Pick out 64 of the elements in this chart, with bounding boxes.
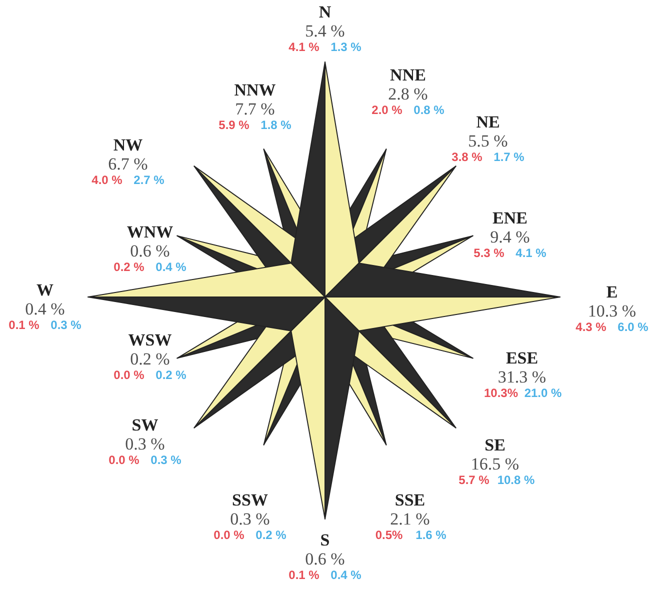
data-label: 0.3 % xyxy=(230,510,270,528)
data-label: 0.3 % xyxy=(150,453,182,467)
data-label: 3.8 % xyxy=(452,150,483,164)
data-label: 0.2 % xyxy=(114,260,145,274)
data-label: 0.1 % xyxy=(8,318,40,332)
data-label: 0.0 % xyxy=(214,528,245,542)
category-label: NE xyxy=(476,112,500,132)
data-label: 31.3 % xyxy=(498,368,546,386)
category-label: NNE xyxy=(390,66,426,84)
data-label: 10.3 % xyxy=(588,302,636,320)
data-label: 0.1 % xyxy=(288,568,320,582)
category-label: NW xyxy=(113,136,143,154)
data-label: 10.3% xyxy=(484,386,518,400)
category-label: S xyxy=(320,530,330,550)
data-label: 0.4 % xyxy=(25,300,65,318)
data-label: 9.4 % xyxy=(490,228,530,246)
data-label: 0.3 % xyxy=(125,434,165,454)
category-label: W xyxy=(36,280,54,300)
data-label: 0.6 % xyxy=(305,550,345,568)
category-label: SW xyxy=(132,416,158,434)
category-label: N xyxy=(318,2,332,22)
category-label: WSW xyxy=(128,330,172,350)
data-label: 0.0 % xyxy=(108,453,140,467)
category-label: SSW xyxy=(232,490,268,510)
data-label: 4.1 % xyxy=(516,246,547,260)
data-label: 2.0 % xyxy=(372,103,403,117)
data-label: 6.0 % xyxy=(618,320,649,334)
category-label: SE xyxy=(484,436,506,454)
data-label: 4.1 % xyxy=(288,40,320,54)
data-label: 5.7 % xyxy=(458,473,490,487)
data-label: 21.0 % xyxy=(524,386,562,400)
data-label: 7.7 % xyxy=(235,100,275,118)
data-label: 1.8 % xyxy=(260,118,292,132)
category-label: NNW xyxy=(234,80,276,100)
data-label: 1.3 % xyxy=(330,40,362,54)
data-label: 0.8 % xyxy=(414,103,445,117)
data-label: 0.4 % xyxy=(156,260,187,274)
category-label: E xyxy=(606,282,618,302)
data-label: 0.0 % xyxy=(114,368,145,382)
data-label: 0.3 % xyxy=(50,318,82,332)
data-label: 5.9 % xyxy=(218,118,250,132)
data-label: 0.6 % xyxy=(130,242,170,260)
data-label: 16.5 % xyxy=(470,454,520,474)
category-label: ENE xyxy=(492,208,528,228)
data-label: 0.2 % xyxy=(256,528,287,542)
data-label: 6.7 % xyxy=(108,154,148,174)
category-label: ESE xyxy=(506,348,538,368)
data-label: 0.2 % xyxy=(130,350,170,368)
data-label: 0.2 % xyxy=(156,368,187,382)
data-label: 2.1 % xyxy=(390,510,430,528)
data-label: 5.5 % xyxy=(468,132,508,150)
data-label: 2.8 % xyxy=(388,84,428,104)
data-label: 0.4 % xyxy=(330,568,362,582)
data-label: 1.7 % xyxy=(494,150,525,164)
category-label: WNW xyxy=(126,222,174,242)
data-label: 4.3 % xyxy=(576,320,607,334)
data-label: 5.4 % xyxy=(305,22,345,40)
data-label: 4.0 % xyxy=(92,173,123,187)
data-label: 5.3 % xyxy=(474,246,505,260)
data-label: 0.5% xyxy=(375,528,403,542)
data-label: 2.7 % xyxy=(134,173,165,187)
data-label: 1.6 % xyxy=(416,528,447,542)
category-label: SSE xyxy=(394,490,426,510)
data-label: 10.8 % xyxy=(497,473,536,487)
